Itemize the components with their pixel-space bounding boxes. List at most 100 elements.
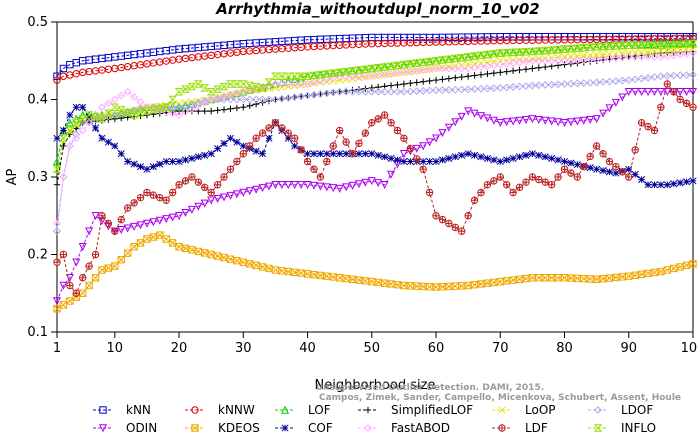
data-point-ldf — [265, 124, 273, 132]
watermark-line-2: Campos, Zimek, Sander, Campello, Micenko… — [319, 393, 681, 403]
data-point-odin — [605, 104, 614, 113]
data-point-loop — [657, 47, 665, 56]
series-ldf — [53, 80, 697, 297]
data-point-ldof — [245, 95, 254, 104]
data-point-inflo — [78, 115, 88, 123]
data-point-simplifiedlof — [432, 76, 440, 84]
data-point-loop — [72, 121, 80, 129]
data-point-inflo — [418, 58, 428, 66]
data-point-ldf — [490, 177, 498, 185]
data-point-cof — [676, 179, 684, 187]
data-point-inflo — [168, 95, 178, 104]
data-point-inflo — [630, 41, 640, 49]
data-point-kdeos — [637, 270, 646, 279]
data-point-inflo — [553, 45, 563, 54]
data-point-cof — [329, 150, 337, 158]
data-point-fastabod — [644, 52, 652, 61]
data-point-odin — [399, 150, 408, 159]
data-point-ldof — [515, 82, 524, 91]
data-point-ldof — [554, 80, 562, 89]
data-point-kdeos — [91, 274, 100, 282]
data-point-cof — [252, 147, 260, 155]
data-point-ldof — [438, 86, 447, 94]
data-point-odin — [374, 179, 383, 188]
data-point-kdeos — [66, 297, 74, 305]
data-point-odin — [136, 221, 145, 230]
data-point-ldof — [265, 95, 273, 104]
data-point-kdeos — [535, 274, 543, 282]
data-point-inflo — [309, 71, 319, 80]
data-point-odin — [168, 213, 177, 222]
data-point-ldf — [342, 138, 350, 146]
data-point-ldf — [413, 155, 421, 163]
data-point-cof — [136, 163, 145, 171]
data-point-loop — [573, 52, 581, 60]
data-point-kdeos — [657, 267, 665, 276]
data-point-inflo — [527, 47, 537, 56]
legend-label: LoOP — [525, 403, 556, 417]
x-tick-label: 20 — [171, 341, 188, 356]
data-point-odin — [444, 123, 453, 132]
data-point-kdeos — [625, 272, 633, 280]
data-point-fastabod — [412, 66, 421, 75]
data-point-cof — [599, 166, 607, 175]
data-point-cof — [169, 157, 177, 166]
data-point-cof — [445, 154, 453, 162]
data-point-odin — [213, 195, 222, 204]
legend: kNN kNNW LOF SimplifiedLOF LoOP LDOF ODIN KDEOS… — [93, 403, 656, 434]
data-point-ldof — [232, 95, 241, 104]
data-point-fastabod — [637, 52, 646, 61]
data-point-ldf — [483, 181, 492, 189]
data-point-cof — [361, 150, 369, 158]
legend-marker — [364, 406, 372, 414]
data-point-inflo — [59, 134, 68, 142]
data-point-ldof — [522, 82, 530, 90]
data-point-kdeos — [258, 263, 267, 271]
data-point-fastabod — [650, 52, 659, 61]
data-point-odin — [271, 181, 280, 190]
data-point-fastabod — [470, 63, 479, 72]
data-point-cof — [194, 153, 202, 161]
data-point-kdeos — [490, 278, 498, 287]
data-point-fastabod — [188, 104, 196, 113]
data-point-ldof — [277, 94, 286, 103]
data-point-cof — [548, 154, 556, 162]
data-point-ldf — [98, 212, 106, 220]
legend-item-ldof: LDOF — [588, 403, 653, 417]
data-point-inflo — [483, 50, 492, 59]
data-point-fastabod — [78, 126, 87, 135]
data-point-odin — [78, 243, 87, 252]
data-point-fastabod — [432, 64, 440, 73]
x-tick-label: 80 — [556, 341, 573, 356]
data-point-cof — [91, 124, 100, 132]
data-point-inflo — [386, 62, 396, 70]
data-point-cof — [458, 151, 466, 159]
x-tick-label: 100 — [681, 341, 698, 356]
data-point-kdeos — [592, 275, 601, 283]
data-point-fastabod — [624, 52, 633, 61]
data-point-ldof — [470, 85, 479, 94]
data-point-inflo — [328, 69, 338, 77]
data-point-ldf — [625, 173, 633, 181]
data-point-ldf — [117, 216, 125, 224]
data-point-cof — [496, 157, 504, 166]
data-point-odin — [496, 119, 505, 128]
data-point-odin — [412, 144, 421, 153]
data-point-odin — [534, 115, 543, 124]
data-point-kdeos — [644, 269, 652, 278]
data-point-inflo — [380, 63, 390, 71]
data-point-odin — [258, 184, 267, 193]
data-point-cof — [143, 165, 151, 173]
data-point-odin — [72, 258, 81, 267]
data-point-inflo — [264, 78, 274, 86]
data-point-kdeos — [682, 261, 691, 270]
data-point-kdeos — [483, 279, 492, 287]
data-point-inflo — [617, 41, 627, 50]
data-point-ldf — [239, 150, 248, 158]
data-point-kdeos — [502, 277, 511, 285]
data-point-fastabod — [560, 56, 569, 65]
data-point-simplifiedlof — [375, 83, 382, 91]
data-point-cof — [605, 168, 614, 176]
data-point-simplifiedlof — [60, 142, 67, 150]
data-point-ldof — [689, 70, 697, 79]
